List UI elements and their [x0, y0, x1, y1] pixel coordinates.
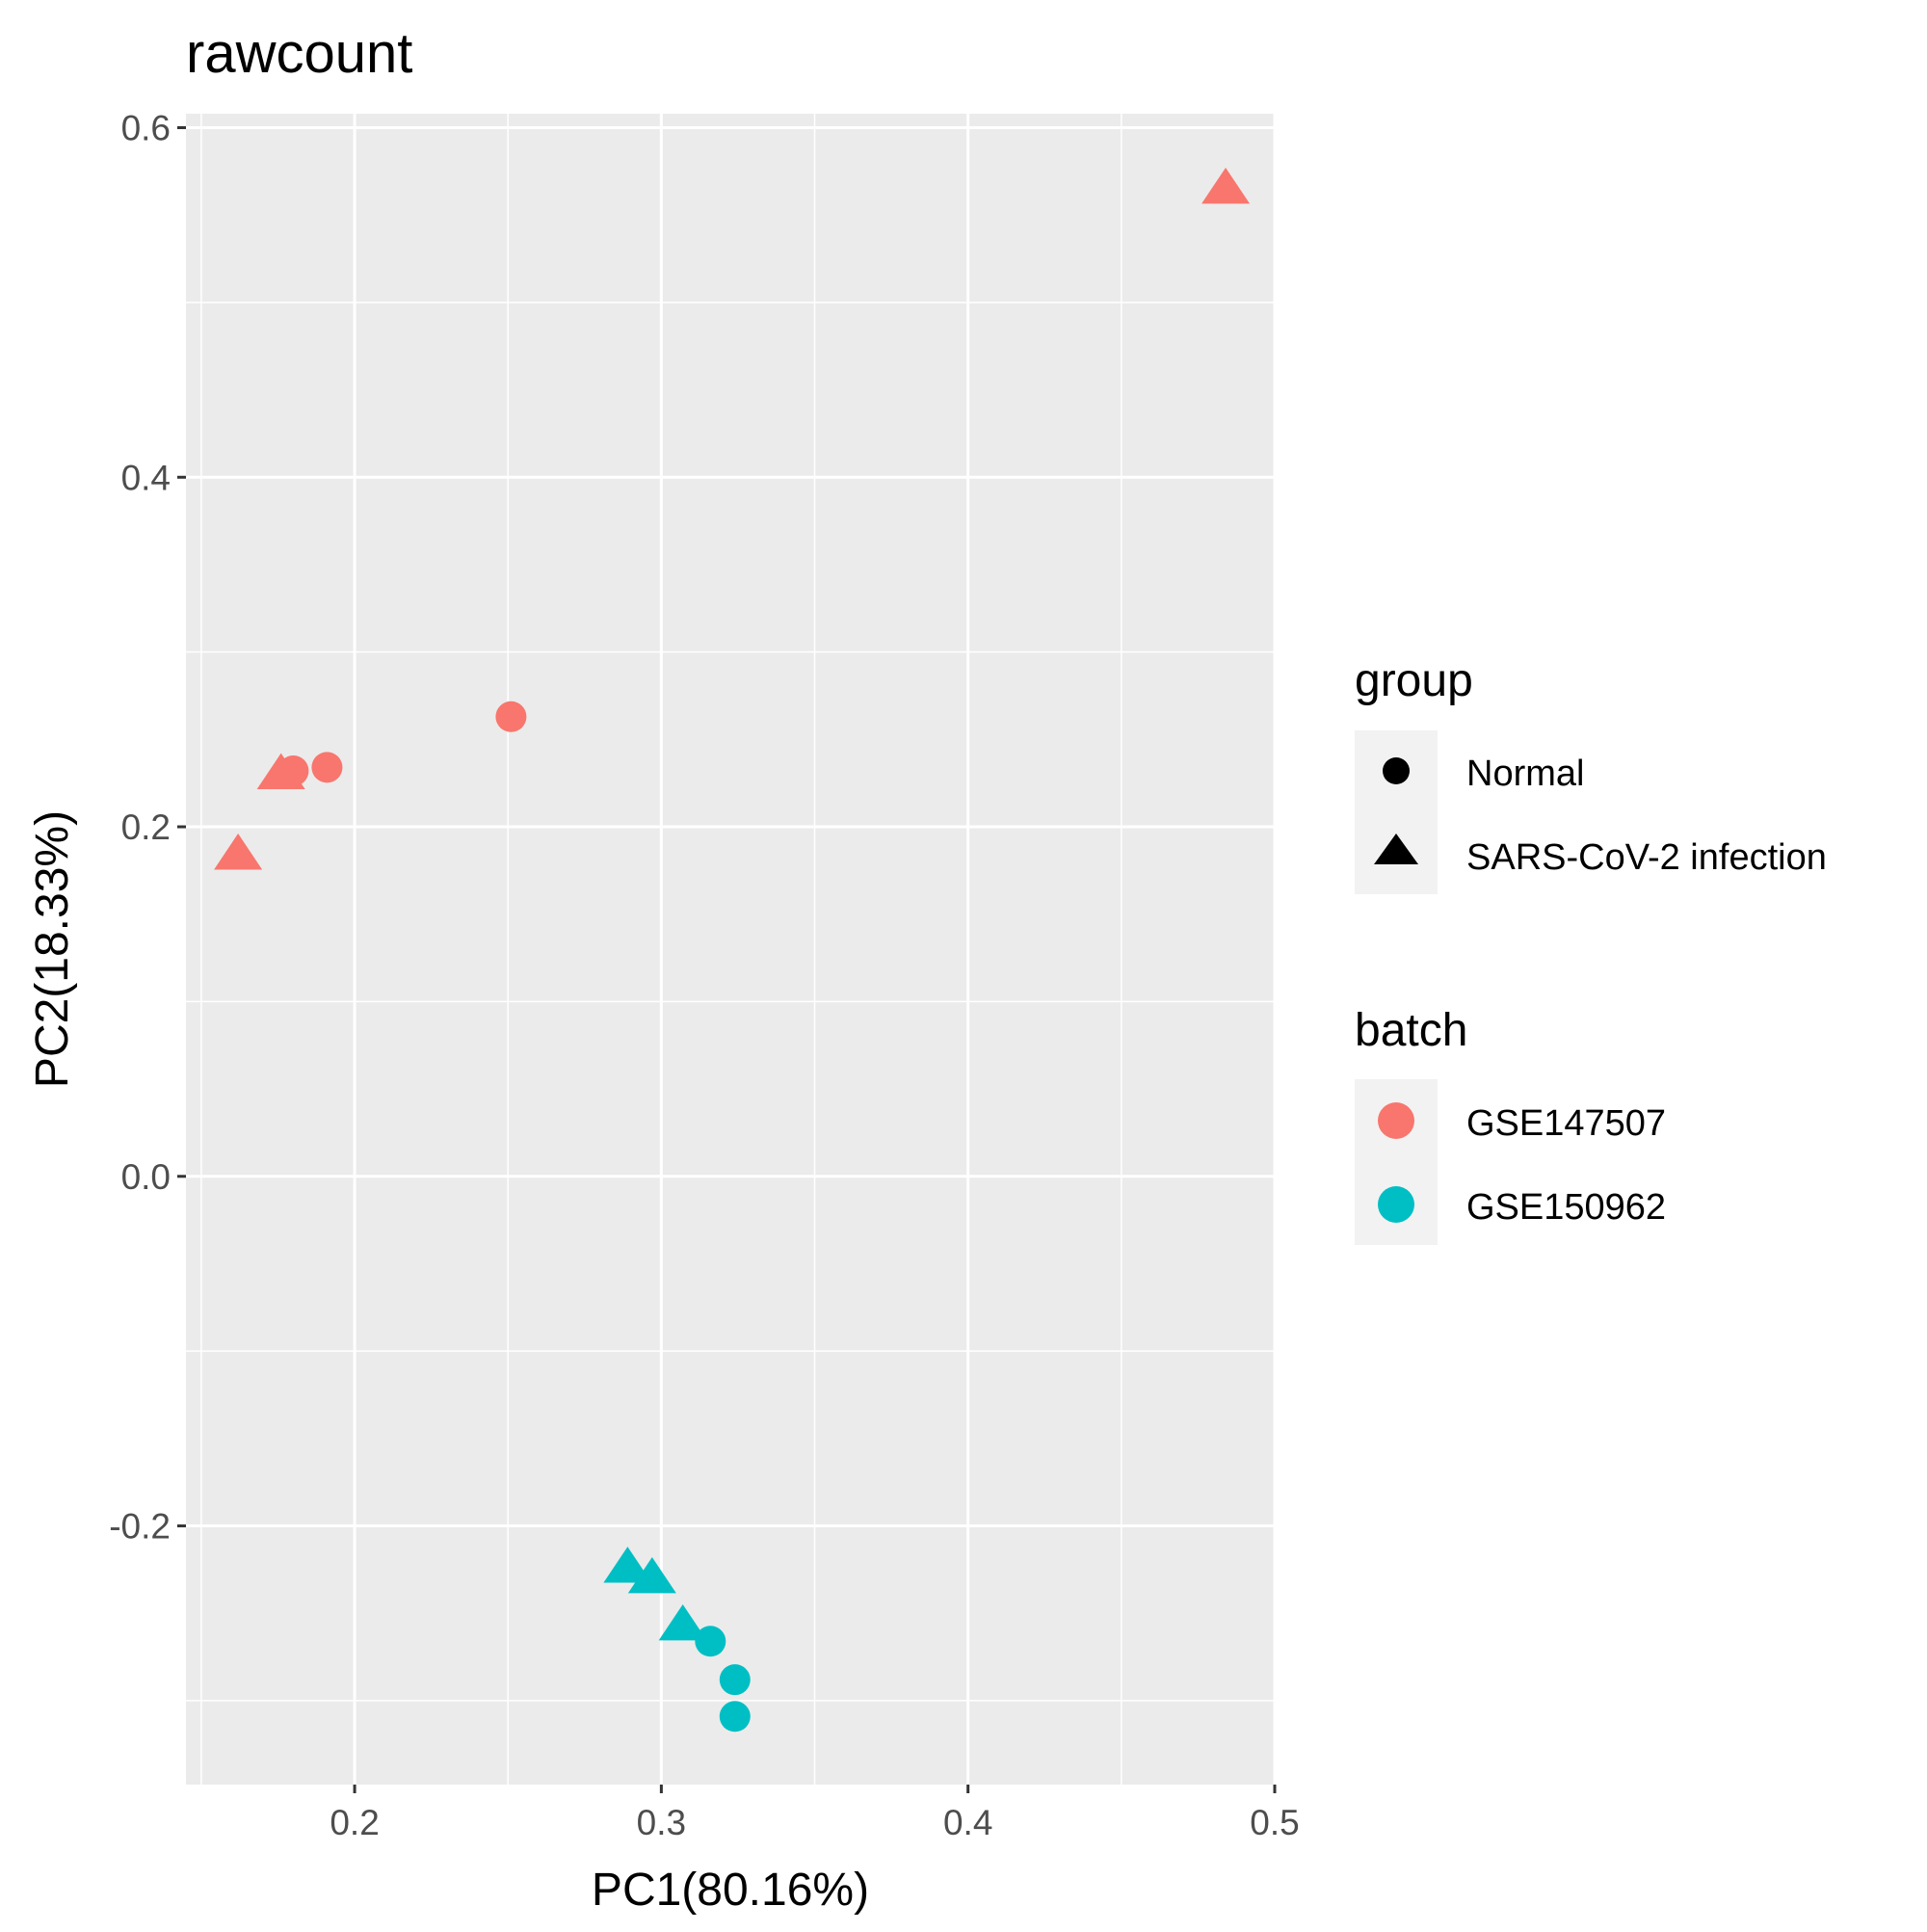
major-gridlines	[186, 114, 1277, 1785]
legend-batch-title: batch	[1355, 1005, 1467, 1056]
minor-gridlines	[186, 114, 1275, 1785]
x-tick-label: 0.2	[330, 1803, 379, 1842]
x-tick-label: 0.3	[637, 1803, 686, 1842]
point-infection-gse150962	[603, 1547, 652, 1583]
y-tick-label: 0.2	[121, 807, 171, 847]
plot-panel	[186, 114, 1275, 1785]
chart-title: rawcount	[186, 22, 412, 85]
legend-group-key-triangle	[1374, 834, 1418, 864]
point-normal-gse150962	[695, 1626, 726, 1657]
point-normal-gse147507	[311, 752, 343, 783]
y-tick-label: 0.4	[121, 458, 171, 497]
y-axis-title: PC2(18.33%)	[27, 810, 78, 1088]
point-infection-gse147507	[1201, 167, 1251, 204]
point-normal-gse150962	[719, 1701, 751, 1733]
legend-group-key-bg	[1355, 730, 1438, 894]
x-axis: 0.2 0.3 0.4 0.5	[330, 1785, 1300, 1842]
data-points	[214, 167, 1251, 1733]
point-infection-gse150962	[627, 1556, 676, 1594]
point-normal-gse150962	[719, 1664, 751, 1696]
legend-batch-label-gse150962: GSE150962	[1466, 1187, 1666, 1228]
legend-group-label-normal: Normal	[1466, 754, 1584, 794]
point-infection-gse147507	[214, 834, 263, 870]
legend-batch-label-gse147507: GSE147507	[1466, 1103, 1666, 1144]
point-infection-gse147507	[256, 753, 305, 790]
y-axis: -0.2 0.0 0.2 0.4 0.6	[109, 109, 186, 1547]
y-tick-label: -0.2	[109, 1507, 171, 1547]
legend-group: group Normal SARS-CoV-2 infection	[1355, 655, 1827, 894]
legend-group-label-sars: SARS-CoV-2 infection	[1466, 837, 1827, 878]
point-infection-gse150962	[658, 1603, 707, 1641]
legend-batch-key-gse150962	[1378, 1186, 1414, 1223]
point-normal-gse147507	[495, 701, 527, 732]
legend-batch: batch GSE147507 GSE150962	[1355, 1005, 1666, 1245]
y-tick-label: 0.0	[121, 1157, 171, 1197]
x-axis-title: PC1(80.16%)	[592, 1865, 869, 1916]
legend-group-key-circle	[1383, 757, 1410, 784]
x-tick-label: 0.5	[1250, 1803, 1299, 1842]
y-tick-label: 0.6	[121, 109, 171, 148]
x-tick-label: 0.4	[943, 1803, 992, 1842]
legend-group-title: group	[1355, 655, 1473, 706]
legend-batch-key-gse147507	[1378, 1102, 1414, 1139]
